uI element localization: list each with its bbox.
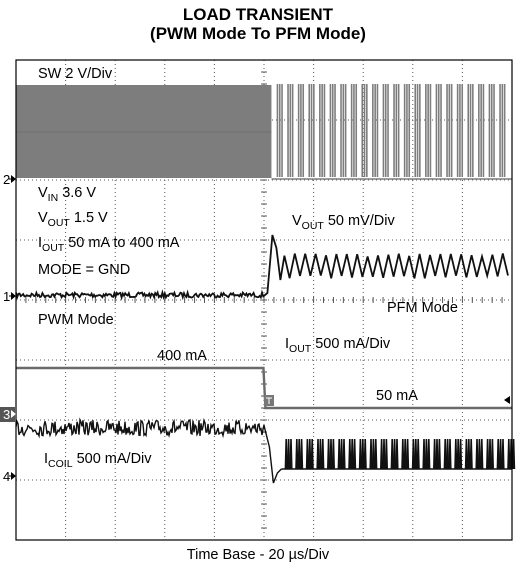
- icoil-pfm-pulse: [331, 438, 335, 470]
- icoil-pfm-pulse: [308, 438, 312, 470]
- icoil-pfm-pulse: [437, 438, 441, 470]
- icoil-pfm-pulse: [321, 438, 325, 470]
- icoil-pfm-pulse: [316, 438, 320, 470]
- icoil-pfm-pulse: [488, 438, 492, 470]
- icoil-pfm-pulse: [329, 438, 333, 470]
- icoil-pfm-pulse: [499, 438, 503, 470]
- icoil-pfm-pulse: [467, 438, 471, 470]
- icoil-pfm-pulse: [443, 438, 447, 470]
- icoil-pfm-pulse: [422, 438, 426, 470]
- chart-title-line2: (PWM Mode To PFM Mode): [150, 24, 366, 43]
- icoil-pfm-pulse: [507, 438, 511, 470]
- channel-3-marker: 3: [0, 407, 16, 422]
- plot-frame: [15, 59, 513, 541]
- pwm-mode-label: PWM Mode: [38, 312, 114, 328]
- current-high-label: 400 mA: [157, 348, 207, 364]
- icoil-pfm-pulse: [327, 438, 331, 470]
- icoil-pfm-pulse: [486, 438, 490, 470]
- icoil-pfm-pulse: [416, 438, 420, 470]
- icoil-pfm-pulse: [496, 438, 500, 470]
- icoil-pfm-pulse: [295, 438, 299, 470]
- svg-text:3: 3: [3, 407, 10, 422]
- svg-text:4: 4: [3, 469, 10, 484]
- channel-1-marker: 1: [3, 289, 16, 304]
- icoil-pfm-pulse: [380, 438, 384, 470]
- pfm-mode-label: PFM Mode: [387, 300, 458, 316]
- icoil-pfm-pulse: [464, 438, 468, 470]
- icoil-pfm-pulse: [371, 438, 375, 470]
- icoil-pfm-pulse: [305, 438, 309, 470]
- icoil-pfm-pulse: [348, 438, 352, 470]
- x-axis-label: Time Base - 20 µs/Div: [186, 547, 330, 563]
- svg-text:2: 2: [3, 172, 10, 187]
- icoil-pfm-pulse: [477, 438, 481, 470]
- icoil-pfm-pulse: [310, 438, 314, 470]
- icoil-pfm-pulse: [284, 438, 288, 470]
- current-low-label: 50 mA: [376, 388, 418, 404]
- icoil-pfm-pulse: [456, 438, 460, 470]
- icoil-pfm-pulse: [393, 438, 397, 470]
- icoil-pfm-pulse: [395, 438, 399, 470]
- icoil-pfm-pulse: [363, 438, 367, 470]
- icoil-pfm-pulse: [390, 438, 394, 470]
- icoil-pfm-pulse: [289, 438, 293, 470]
- icoil-pfm-pulse: [384, 438, 388, 470]
- icoil-pfm-pulse: [475, 438, 479, 470]
- scope-traces: [15, 84, 516, 484]
- iout-trace: [16, 366, 512, 410]
- icoil-pfm-pulse: [433, 438, 437, 470]
- icoil-pfm-pulse: [406, 438, 410, 470]
- icoil-pfm-pulse: [342, 438, 346, 470]
- icoil-pfm-pulse: [374, 438, 378, 470]
- vout-trace: [15, 234, 509, 301]
- icoil-pfm-pulse: [448, 438, 452, 470]
- icoil-pwm-trace: [15, 417, 282, 484]
- icoil-pfm-pulse: [501, 438, 505, 470]
- icoil-pfm-pulse: [297, 438, 301, 470]
- icoil-pfm-pulse: [469, 438, 473, 470]
- iout-label: IOUT 50 mA to 400 mA: [38, 235, 180, 254]
- vout-label: VOUT 1.5 V: [38, 210, 108, 229]
- icoil-pfm-pulse: [454, 438, 458, 470]
- icoil-pfm-pulse: [369, 438, 373, 470]
- scope-plot: 2 1 3 4 SW 2 V/Div VIN 3.6 V VOUT 1.5 V …: [0, 59, 516, 541]
- icoil-pfm-pulse: [414, 438, 418, 470]
- icoil-pfm-pulse: [459, 438, 463, 470]
- icoil-pfm-pulse: [411, 438, 415, 470]
- icoil-pfm-pulse: [427, 438, 431, 470]
- icoil-pfm-pulse: [350, 438, 354, 470]
- icoil-pfm-pulse: [361, 438, 365, 470]
- icoil-pfm-pulse: [300, 438, 304, 470]
- icoil-pfm-pulse: [401, 438, 405, 470]
- chart-title-line1: LOAD TRANSIENT: [182, 5, 334, 24]
- icoil-pfm-pulse: [403, 438, 407, 470]
- sw-scale-label: SW 2 V/Div: [38, 66, 113, 82]
- icoil-pfm-pulse: [424, 438, 428, 470]
- icoil-pfm-pulse: [446, 438, 450, 470]
- iout-scale-label: IOUT 500 mA/Div: [285, 336, 391, 355]
- icoil-pfm-pulse: [382, 438, 386, 470]
- icoil-pfm-pulse: [435, 438, 439, 470]
- icoil-pfm-pulse: [340, 438, 344, 470]
- icoil-pfm-pulse: [490, 438, 494, 470]
- svg-text:1: 1: [3, 289, 10, 304]
- vin-label: VIN 3.6 V: [38, 185, 96, 204]
- channel-4-marker: 4: [3, 469, 16, 484]
- mode-label: MODE = GND: [38, 262, 130, 278]
- icoil-pfm-pulse: [287, 438, 291, 470]
- vout-scale-label: VOUT 50 mV/Div: [292, 213, 396, 232]
- icoil-pfm-pulse: [480, 438, 484, 470]
- icoil-pfm-pulse: [512, 438, 516, 470]
- icoil-pfm-pulse: [318, 438, 322, 470]
- channel-2-marker: 2: [3, 172, 16, 187]
- icoil-pfm-pulse: [358, 438, 362, 470]
- trace-end-marker: [504, 396, 510, 404]
- icoil-pfm-pulse: [337, 438, 341, 470]
- icoil-label: ICOIL 500 mA/Div: [44, 451, 152, 470]
- trigger-marker: [264, 395, 274, 406]
- icoil-pfm-pulse: [353, 438, 357, 470]
